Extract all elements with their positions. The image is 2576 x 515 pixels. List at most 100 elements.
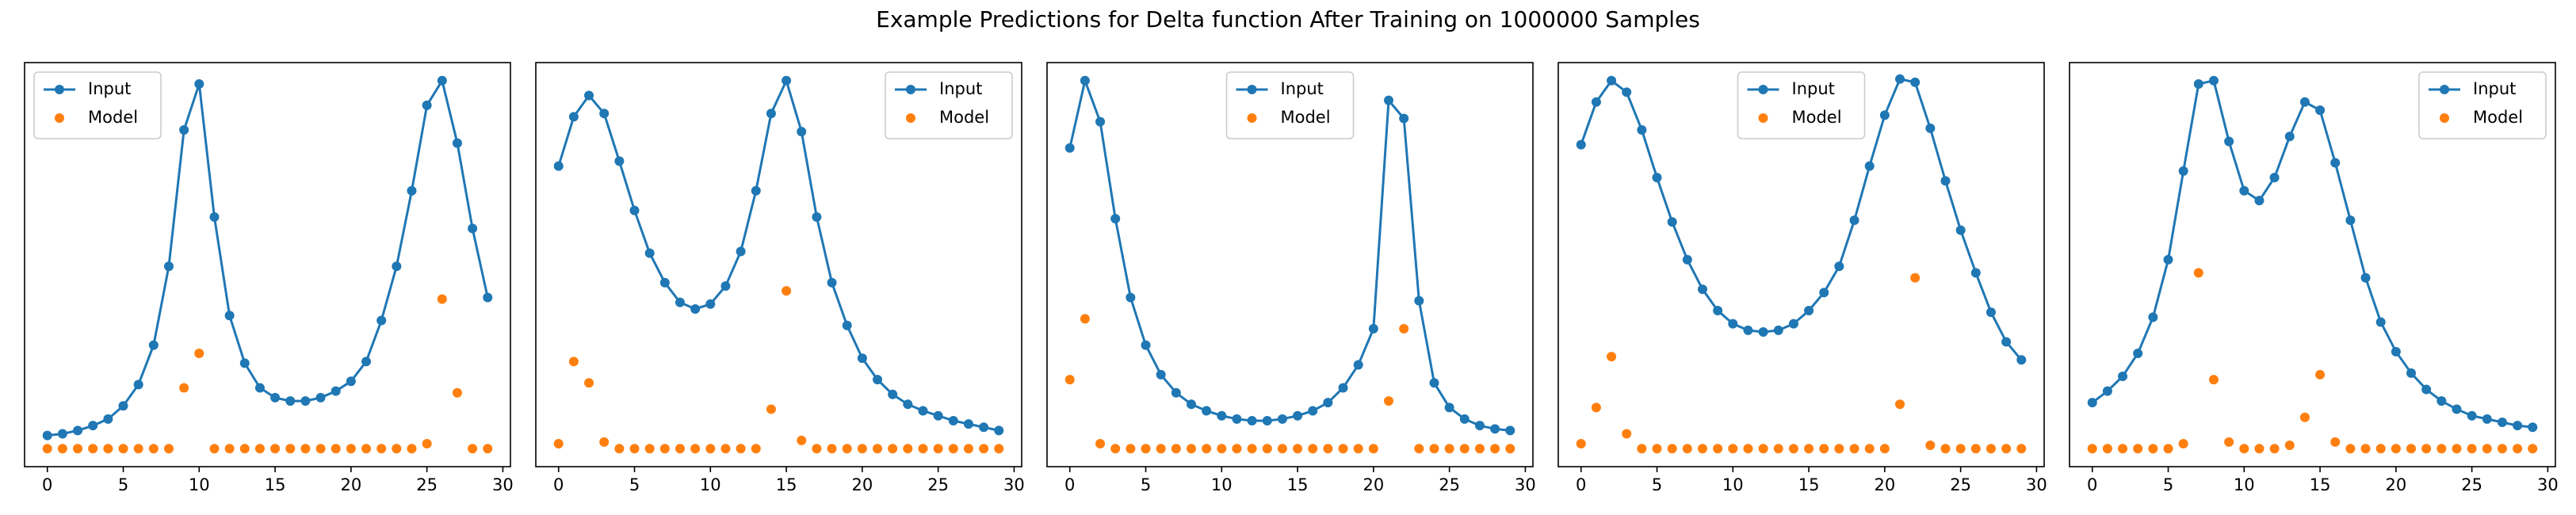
point: [422, 100, 432, 110]
point: [346, 376, 356, 387]
x-tick-label: 10: [189, 475, 210, 494]
point: [1667, 444, 1677, 454]
point: [1505, 425, 1515, 436]
point: [1141, 340, 1151, 350]
point: [736, 444, 746, 454]
point: [963, 444, 973, 454]
point: [2391, 346, 2401, 357]
point: [705, 444, 716, 454]
point: [270, 392, 281, 402]
point: [254, 383, 265, 393]
point: [1399, 113, 1409, 124]
point: [1126, 444, 1136, 454]
point: [285, 396, 296, 406]
point: [2467, 444, 2477, 454]
point: [148, 340, 159, 350]
point: [918, 444, 928, 454]
point: [2467, 410, 2477, 421]
legend-label: Model: [88, 108, 138, 127]
point: [2360, 273, 2371, 283]
point: [1459, 444, 1470, 454]
series-line: [1580, 78, 2023, 361]
point: [2254, 196, 2265, 206]
point: [88, 421, 98, 431]
point: [842, 320, 852, 330]
point: [1080, 75, 1090, 86]
x-tick-label: 0: [553, 475, 564, 494]
point: [1758, 327, 1768, 337]
point: [614, 444, 625, 454]
point: [1110, 213, 1121, 223]
point: [361, 444, 372, 454]
point: [827, 444, 837, 454]
point: [584, 378, 594, 388]
legend-label: Model: [2473, 108, 2523, 127]
point: [857, 444, 867, 454]
legend-label: Input: [939, 79, 982, 98]
point: [300, 396, 311, 406]
point: [2315, 105, 2326, 116]
point: [1834, 261, 1844, 272]
point: [73, 425, 83, 436]
point: [1156, 369, 1166, 380]
point: [1682, 444, 1692, 454]
point: [1713, 306, 1723, 316]
x-tick-label: 30: [2537, 475, 2559, 494]
point: [1429, 378, 1439, 388]
point: [873, 444, 883, 454]
point: [57, 429, 67, 439]
series-line: [1068, 76, 1511, 432]
x-tick-label: 25: [927, 475, 949, 494]
point: [2299, 412, 2310, 422]
point: [1186, 399, 1196, 410]
legend-marker: [1758, 85, 1768, 94]
point: [2178, 438, 2188, 448]
legend-label: Input: [2473, 79, 2516, 98]
point: [2497, 444, 2507, 454]
point: [1429, 444, 1439, 454]
point: [2330, 158, 2341, 168]
point: [568, 357, 579, 367]
point: [827, 277, 837, 288]
point: [644, 248, 655, 258]
point: [705, 299, 716, 309]
point: [422, 438, 432, 448]
point: [2148, 444, 2158, 454]
point: [88, 444, 98, 454]
point: [1804, 306, 1814, 316]
x-tick-label: 20: [1363, 475, 1384, 494]
plot-frame: [535, 62, 1022, 467]
point: [1728, 444, 1738, 454]
point: [209, 444, 220, 454]
point: [2436, 396, 2447, 406]
point: [1591, 97, 1601, 107]
point: [239, 358, 250, 368]
point: [1505, 444, 1515, 454]
point: [659, 444, 670, 454]
point: [690, 303, 701, 314]
point: [1849, 444, 1859, 454]
point: [42, 430, 52, 441]
point: [2421, 444, 2432, 454]
point: [2208, 75, 2219, 86]
point: [1262, 444, 1272, 454]
point: [209, 212, 220, 222]
point: [194, 78, 204, 89]
point: [903, 399, 913, 410]
point: [2239, 444, 2249, 454]
point: [1232, 444, 1242, 454]
point: [1697, 284, 1707, 295]
x-tick-label: 10: [1722, 475, 1744, 494]
point: [1819, 444, 1829, 454]
point: [1955, 444, 1966, 454]
point: [1353, 444, 1363, 454]
point: [766, 404, 776, 414]
x-tick-label: 15: [1287, 475, 1309, 494]
point: [452, 138, 462, 148]
point: [2224, 437, 2234, 447]
point: [407, 185, 417, 196]
point: [1879, 444, 1890, 454]
point: [979, 444, 989, 454]
point: [1064, 375, 1075, 385]
point: [1141, 444, 1151, 454]
